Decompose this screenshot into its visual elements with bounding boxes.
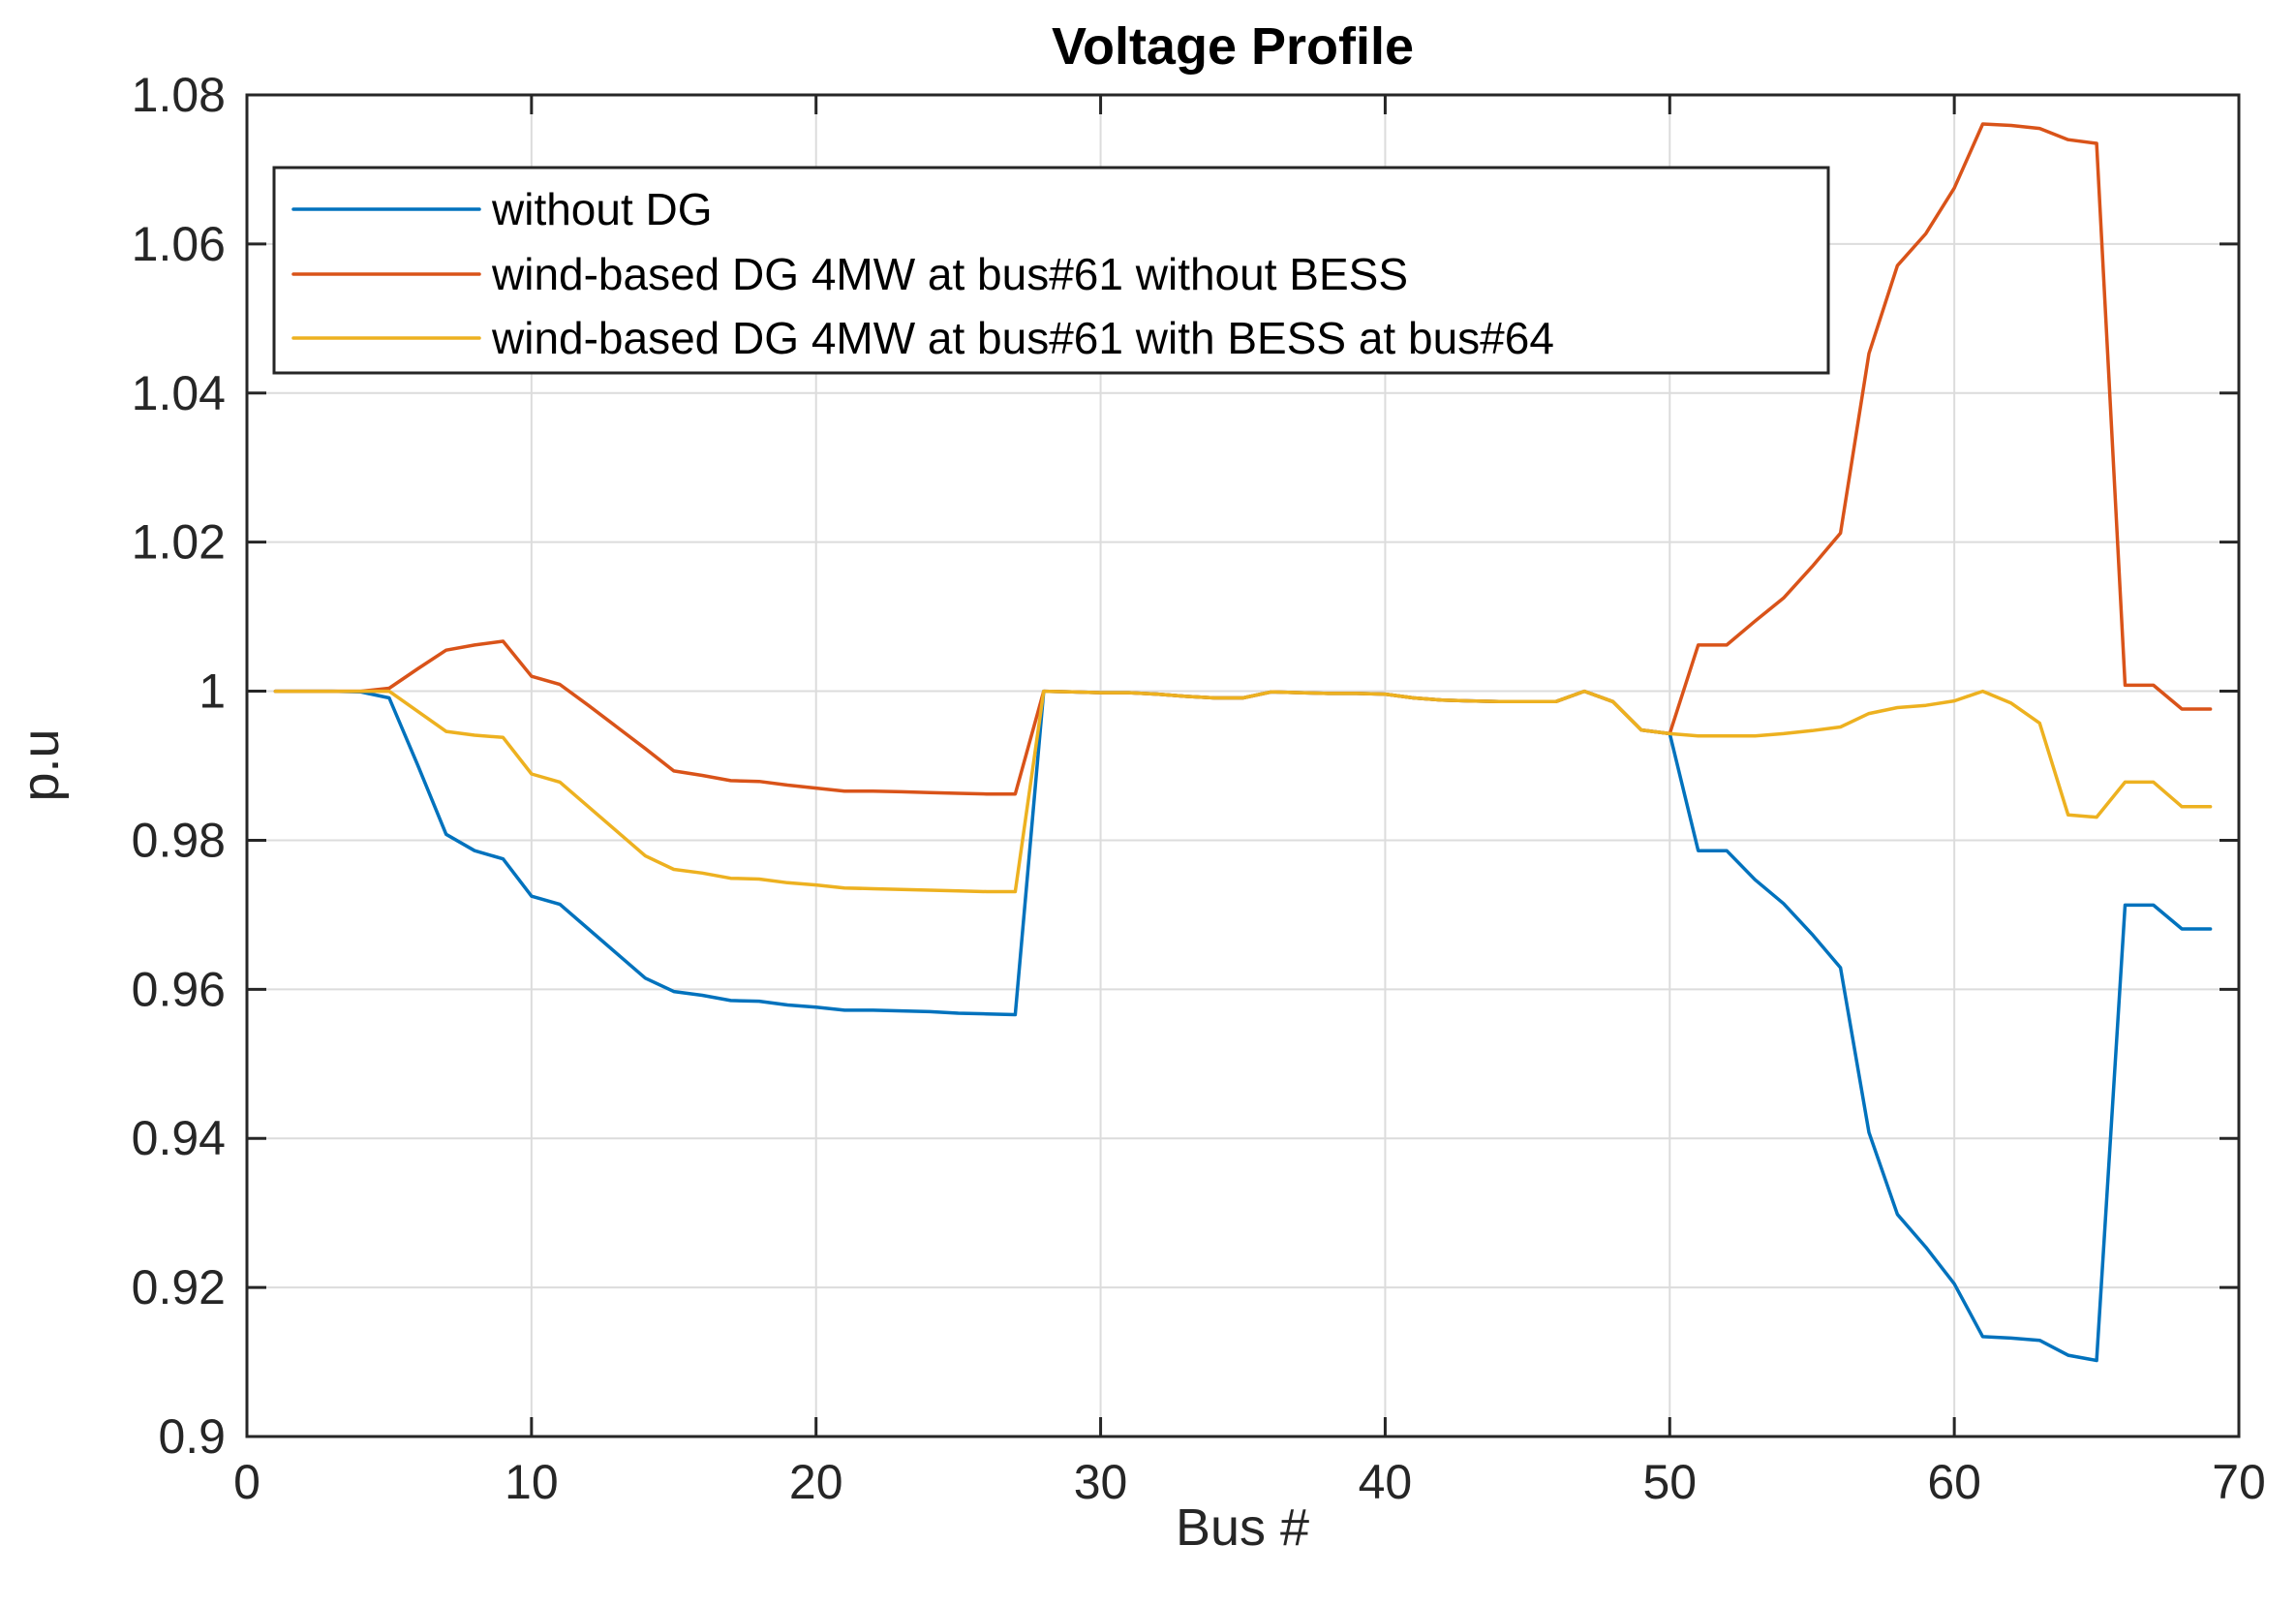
x-tick-label: 10 [505, 1455, 559, 1509]
legend-label-dg-with-bess: wind-based DG 4MW at bus#61 with BESS at… [491, 313, 1554, 363]
x-tick-label: 70 [2212, 1455, 2266, 1509]
series-layer [273, 122, 2213, 1363]
y-tick-label: 1 [199, 664, 226, 719]
y-tick-label: 0.92 [132, 1260, 226, 1314]
y-tick-label: 0.98 [132, 813, 226, 867]
x-axis-label: Bus # [1176, 1499, 1309, 1557]
legend-label-dg-without-bess: wind-based DG 4MW at bus#61 without BESS [491, 249, 1408, 299]
y-tick-label: 1.08 [132, 68, 226, 122]
x-tick-label: 60 [1927, 1455, 1981, 1509]
axes-box [245, 93, 2241, 1438]
x-tick-label: 50 [1642, 1455, 1697, 1509]
x-tick-label: 40 [1359, 1455, 1413, 1509]
y-tick-label: 1.06 [132, 217, 226, 271]
x-tick-labels: 0 10 20 30 40 50 60 70 [233, 1455, 2266, 1509]
y-tick-label: 0.9 [158, 1409, 226, 1464]
legend-box [272, 166, 1830, 375]
x-tick-label: 0 [233, 1455, 260, 1509]
x-tick-label: 30 [1074, 1455, 1128, 1509]
y-axis-label: p.u [12, 728, 70, 801]
tick-marks [245, 93, 2241, 1438]
chart-title: Voltage Profile [1052, 17, 1414, 76]
legend: without DG wind-based DG 4MW at bus#61 w… [272, 166, 1830, 375]
y-tick-label: 1.02 [132, 515, 226, 570]
series-line-dg-with-bess [273, 689, 2213, 894]
y-tick-label: 0.94 [132, 1111, 226, 1165]
legend-label-without-dg: without DG [491, 184, 713, 234]
y-tick-labels: 0.9 0.92 0.94 0.96 0.98 1 1.02 1.04 1.06 1.08 [132, 68, 226, 1464]
y-tick-label: 1.04 [132, 366, 226, 420]
y-tick-label: 0.96 [132, 962, 226, 1016]
x-tick-label: 20 [789, 1455, 843, 1509]
